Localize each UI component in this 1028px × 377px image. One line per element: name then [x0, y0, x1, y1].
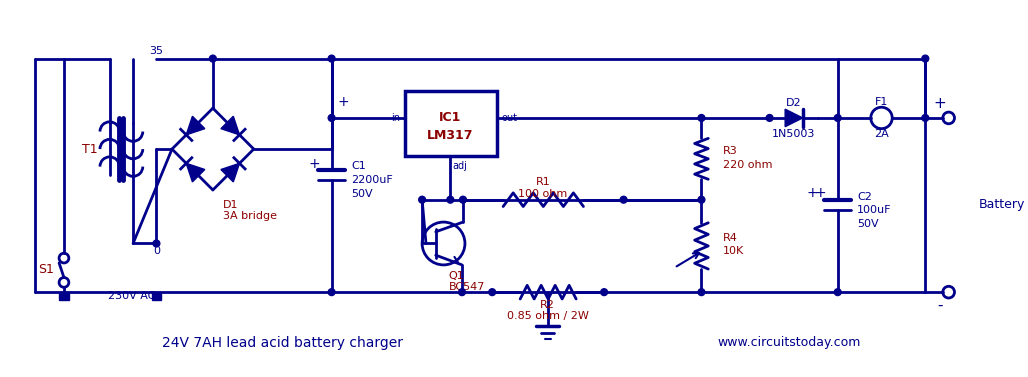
Text: R3: R3: [723, 146, 738, 156]
Text: +: +: [308, 157, 320, 171]
Bar: [59, 292, 69, 300]
Bar: [405, 91, 498, 156]
Text: 220 ohm: 220 ohm: [723, 159, 772, 170]
Text: 24V 7AH lead acid battery charger: 24V 7AH lead acid battery charger: [162, 336, 403, 350]
Circle shape: [922, 115, 928, 121]
Circle shape: [698, 115, 705, 121]
Polygon shape: [186, 116, 205, 135]
Text: -: -: [938, 298, 943, 313]
Text: R4: R4: [723, 233, 738, 243]
Text: +: +: [933, 96, 946, 111]
Circle shape: [698, 289, 705, 296]
Circle shape: [460, 196, 467, 203]
Circle shape: [328, 289, 335, 296]
Text: www.circuitstoday.com: www.circuitstoday.com: [718, 336, 860, 349]
Text: R1: R1: [536, 177, 550, 187]
Text: 35: 35: [149, 46, 163, 56]
Polygon shape: [785, 109, 803, 127]
Text: 0.85 ohm / 2W: 0.85 ohm / 2W: [507, 311, 589, 322]
Text: Battery: Battery: [979, 198, 1025, 211]
Text: LM317: LM317: [427, 129, 474, 142]
Circle shape: [488, 289, 495, 296]
Circle shape: [153, 240, 159, 247]
Circle shape: [620, 196, 627, 203]
Circle shape: [835, 115, 841, 121]
Circle shape: [328, 55, 335, 62]
Text: in: in: [391, 113, 400, 123]
Text: IC1: IC1: [439, 112, 462, 124]
Text: 50V: 50V: [352, 189, 373, 199]
Circle shape: [447, 196, 453, 203]
Text: C1: C1: [352, 161, 366, 171]
Text: +: +: [807, 186, 818, 200]
Circle shape: [766, 115, 773, 121]
Circle shape: [458, 289, 466, 296]
Circle shape: [210, 55, 216, 62]
Text: 100uF: 100uF: [857, 205, 891, 215]
Text: 2A: 2A: [874, 129, 889, 138]
Circle shape: [418, 196, 426, 203]
Circle shape: [698, 196, 705, 203]
Circle shape: [835, 289, 841, 296]
Text: 100 ohm: 100 ohm: [518, 189, 567, 199]
Text: 230V AC: 230V AC: [108, 291, 155, 301]
Polygon shape: [221, 116, 240, 135]
Text: F1: F1: [875, 97, 888, 107]
Text: adj: adj: [452, 161, 467, 171]
Text: out: out: [502, 113, 518, 123]
Text: 0: 0: [153, 246, 160, 256]
Polygon shape: [221, 163, 240, 182]
Text: Q1: Q1: [448, 271, 465, 280]
Text: 2200uF: 2200uF: [352, 175, 393, 185]
Text: D2: D2: [786, 98, 802, 108]
Text: BC547: BC547: [448, 282, 485, 292]
Circle shape: [328, 115, 335, 121]
Text: 10K: 10K: [723, 246, 744, 256]
Text: +: +: [814, 186, 825, 200]
Text: T1: T1: [82, 143, 98, 156]
Bar: [151, 292, 161, 300]
Text: R2: R2: [541, 300, 555, 310]
Text: 50V: 50V: [857, 219, 879, 229]
Text: D1: D1: [223, 199, 238, 210]
Text: C2: C2: [857, 192, 872, 202]
Text: 1N5003: 1N5003: [772, 129, 815, 138]
Polygon shape: [186, 163, 205, 182]
Circle shape: [600, 289, 608, 296]
Circle shape: [922, 55, 928, 62]
Text: 3A bridge: 3A bridge: [223, 211, 277, 221]
Text: +: +: [337, 95, 350, 109]
Text: S1: S1: [38, 263, 54, 276]
